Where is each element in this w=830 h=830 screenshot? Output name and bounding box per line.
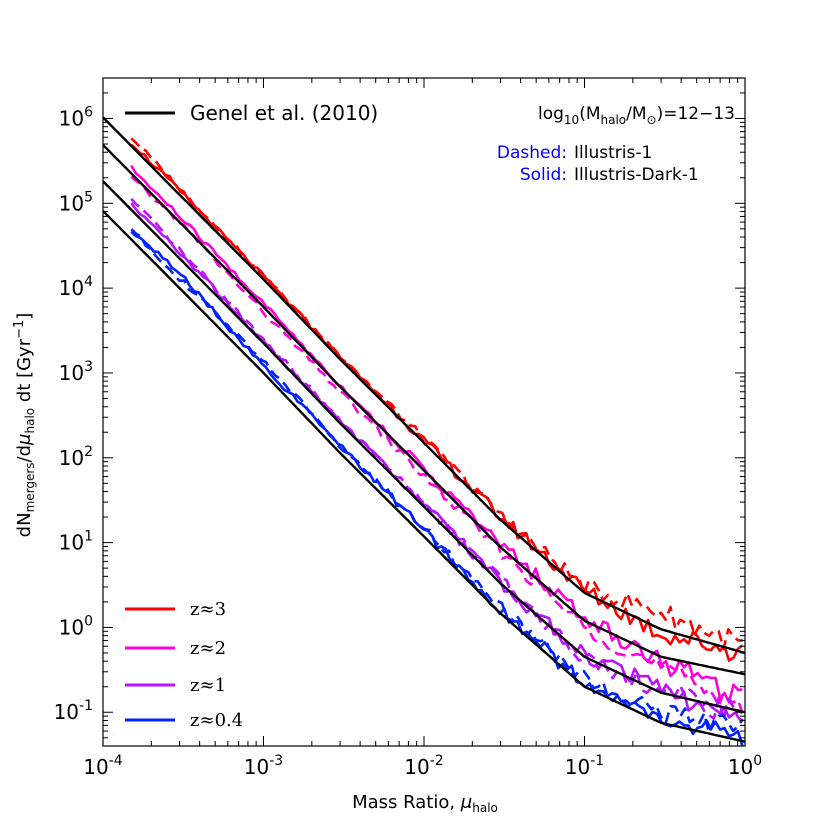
x-tick-label: 10-3 bbox=[244, 753, 283, 779]
solid-annotation-key: Solid: bbox=[520, 165, 567, 185]
x-tick-label: 10-2 bbox=[404, 753, 443, 779]
series-z1-solid bbox=[130, 202, 744, 719]
halo-mass-annotation: log10(Mhalo/M⊙)=12−13 bbox=[538, 104, 735, 127]
y-tick-label: 102 bbox=[59, 444, 93, 470]
legend-label-z1: z≈1 bbox=[190, 675, 226, 696]
y-tick-label: 100 bbox=[59, 613, 93, 639]
tick-labels: 10-4 10-3 10-2 10-1 100 10-1 100 101 102 103 104 10… bbox=[54, 104, 763, 779]
series-z04-solid bbox=[130, 230, 744, 746]
y-axis-title: dNmergers/dμhalo dt [Gyr−1] bbox=[12, 313, 37, 538]
genel-fit-z04 bbox=[103, 210, 745, 743]
series-z04-dashed bbox=[130, 228, 744, 735]
dashed-annotation-key: Dashed: bbox=[497, 143, 567, 163]
genel-fit-z3 bbox=[103, 116, 745, 655]
y-tick-label: 10-1 bbox=[54, 698, 93, 724]
plot-area bbox=[103, 116, 745, 746]
legend-label-z04: z≈0.4 bbox=[190, 710, 243, 731]
y-tick-label: 101 bbox=[59, 529, 93, 555]
y-tick-label: 103 bbox=[59, 359, 93, 385]
series-z2-solid bbox=[130, 165, 743, 704]
x-tick-label: 10-1 bbox=[565, 753, 604, 779]
legend-label-z3: z≈3 bbox=[190, 599, 226, 620]
legend-genel-label: Genel et al. (2010) bbox=[190, 101, 378, 125]
dashed-annotation-value: Illustris-1 bbox=[574, 143, 652, 163]
series-z3-dashed bbox=[130, 137, 743, 651]
genel-fit-z2 bbox=[103, 144, 745, 676]
genel-fit-z1 bbox=[103, 180, 745, 714]
series-legend: z≈3 z≈2 z≈1 z≈0.4 bbox=[125, 599, 243, 731]
axis-ticks bbox=[102, 77, 746, 747]
y-tick-label: 104 bbox=[59, 274, 93, 300]
y-tick-label: 106 bbox=[59, 104, 93, 130]
legend-label-z2: z≈2 bbox=[190, 638, 226, 659]
plot-frame bbox=[102, 77, 746, 747]
y-tick-label: 105 bbox=[59, 189, 93, 215]
series-z3-solid bbox=[130, 143, 744, 662]
x-tick-label: 10-4 bbox=[83, 753, 123, 779]
x-tick-label: 100 bbox=[728, 753, 762, 779]
x-axis-title: Mass Ratio, μhalo bbox=[352, 792, 498, 815]
solid-annotation-value: Illustris-Dark-1 bbox=[574, 165, 699, 185]
